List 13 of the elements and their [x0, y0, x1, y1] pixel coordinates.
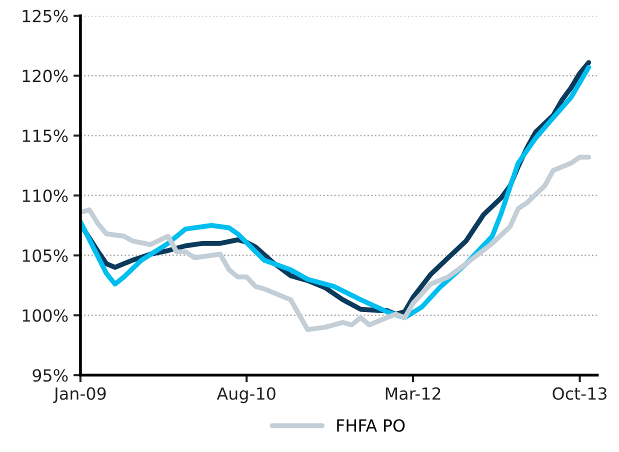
y-tick-label: 110% [22, 189, 68, 202]
y-tick-label: 125% [22, 10, 68, 22]
x-tick-label: Jan-09 [53, 387, 106, 403]
y-tick-label: 100% [22, 309, 68, 322]
x-tick-label: Mar-12 [386, 387, 440, 400]
y-tick-label: 95% [32, 369, 68, 382]
y-tick-label: 105% [22, 249, 68, 262]
y-tick-label: 115% [22, 130, 68, 142]
y-tick-label: 120% [22, 70, 68, 82]
line-series [80, 154, 592, 332]
legend-label: FHFA PO [337, 419, 405, 432]
x-tick-label: Oct-13 [552, 387, 606, 400]
x-tick-label: Aug-10 [216, 387, 276, 404]
